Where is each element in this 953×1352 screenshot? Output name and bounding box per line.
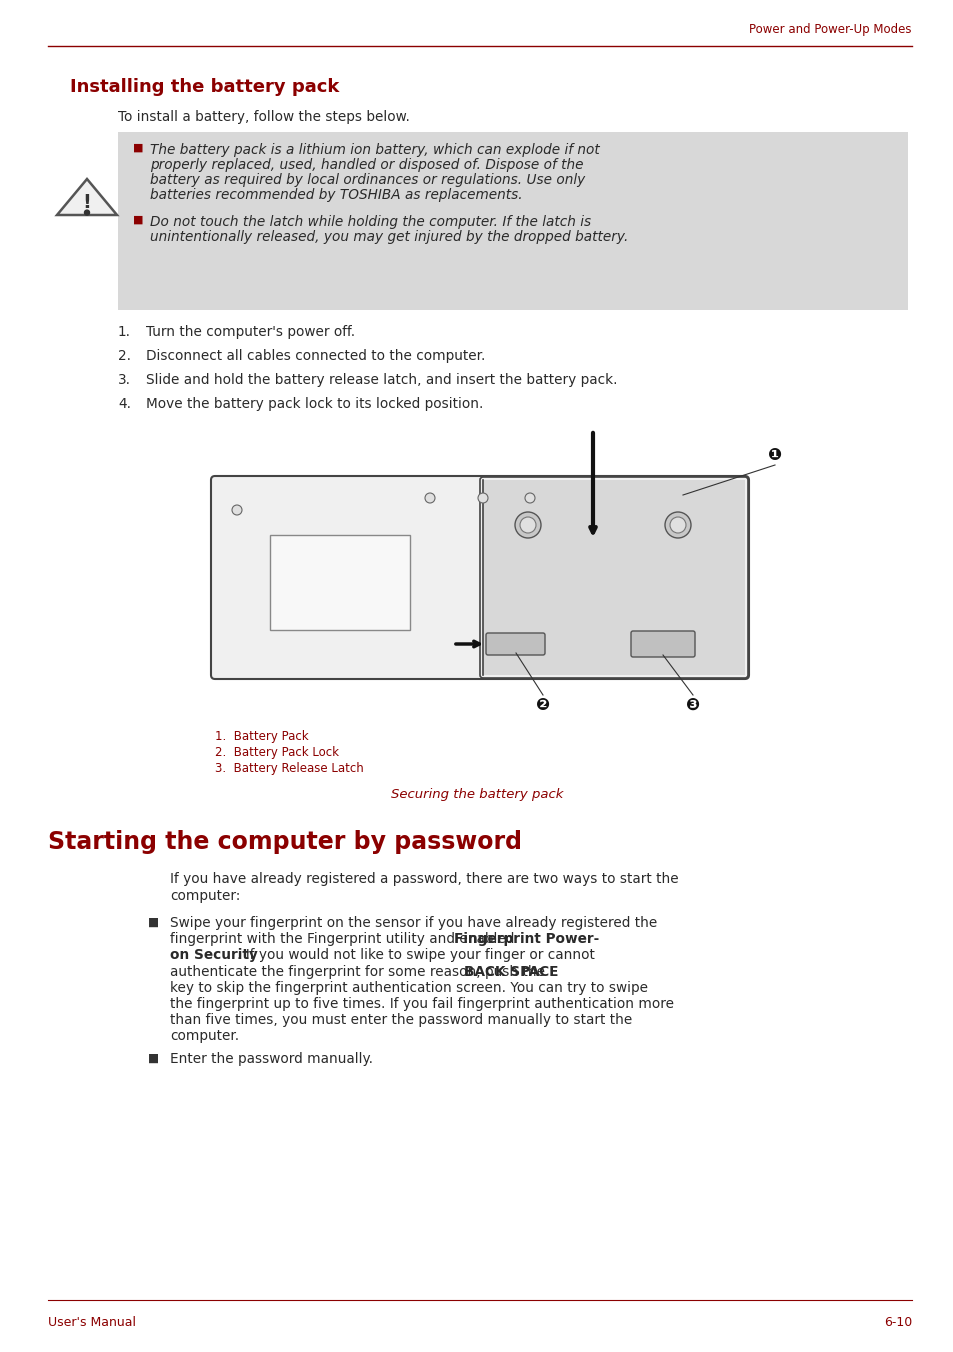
Text: unintentionally released, you may get injured by the dropped battery.: unintentionally released, you may get in… [150,230,628,243]
Text: on Security: on Security [170,948,257,963]
Text: Installing the battery pack: Installing the battery pack [70,78,339,96]
Text: ■: ■ [132,215,143,224]
Text: 1.  Battery Pack: 1. Battery Pack [214,730,309,744]
Text: Move the battery pack lock to its locked position.: Move the battery pack lock to its locked… [146,397,483,411]
Text: 6-10: 6-10 [882,1315,911,1329]
Text: 2.: 2. [118,349,131,362]
Circle shape [85,210,90,215]
FancyBboxPatch shape [482,480,744,675]
Text: Swipe your fingerprint on the sensor if you have already registered the: Swipe your fingerprint on the sensor if … [170,917,657,930]
Text: properly replaced, used, handled or disposed of. Dispose of the: properly replaced, used, handled or disp… [150,158,583,172]
Circle shape [524,493,535,503]
Text: ❸: ❸ [685,696,700,714]
Text: BACK SPACE: BACK SPACE [464,964,558,979]
Text: 3.  Battery Release Latch: 3. Battery Release Latch [214,763,363,775]
Text: than five times, you must enter the password manually to start the: than five times, you must enter the pass… [170,1013,632,1028]
Circle shape [664,512,690,538]
Text: authenticate the fingerprint for some reason, push the: authenticate the fingerprint for some re… [170,964,549,979]
Circle shape [477,493,488,503]
Text: The battery pack is a lithium ion battery, which can explode if not: The battery pack is a lithium ion batter… [150,143,599,157]
Text: computer.: computer. [170,1029,239,1044]
Text: key to skip the fingerprint authentication screen. You can try to swipe: key to skip the fingerprint authenticati… [170,980,647,995]
Text: fingerprint with the Fingerprint utility and enabled: fingerprint with the Fingerprint utility… [170,932,518,946]
Circle shape [515,512,540,538]
Text: Slide and hold the battery release latch, and insert the battery pack.: Slide and hold the battery release latch… [146,373,617,387]
Text: Disconnect all cables connected to the computer.: Disconnect all cables connected to the c… [146,349,485,362]
Circle shape [519,516,536,533]
Text: 2.  Battery Pack Lock: 2. Battery Pack Lock [214,746,338,758]
Text: ■: ■ [148,917,159,929]
Polygon shape [57,178,117,215]
Text: To install a battery, follow the steps below.: To install a battery, follow the steps b… [118,110,410,124]
Circle shape [669,516,685,533]
Text: ■: ■ [132,143,143,153]
Text: Power and Power-Up Modes: Power and Power-Up Modes [749,23,911,37]
Text: Do not touch the latch while holding the computer. If the latch is: Do not touch the latch while holding the… [150,215,591,228]
FancyBboxPatch shape [485,633,544,654]
FancyBboxPatch shape [270,535,410,630]
Text: Turn the computer's power off.: Turn the computer's power off. [146,324,355,339]
Text: the fingerprint up to five times. If you fail fingerprint authentication more: the fingerprint up to five times. If you… [170,996,673,1011]
Circle shape [424,493,435,503]
Text: Enter the password manually.: Enter the password manually. [170,1052,373,1065]
Text: Securing the battery pack: Securing the battery pack [391,788,562,800]
Text: Fingerprint Power-: Fingerprint Power- [453,932,598,946]
Text: !: ! [83,193,91,212]
Text: ■: ■ [148,1052,159,1064]
Text: . If you would not like to swipe your finger or cannot: . If you would not like to swipe your fi… [237,948,595,963]
Text: battery as required by local ordinances or regulations. Use only: battery as required by local ordinances … [150,173,584,187]
Text: Starting the computer by password: Starting the computer by password [48,830,521,854]
FancyBboxPatch shape [118,132,907,310]
Text: computer:: computer: [170,890,240,903]
Text: batteries recommended by TOSHIBA as replacements.: batteries recommended by TOSHIBA as repl… [150,188,522,201]
FancyBboxPatch shape [630,631,695,657]
Text: 3.: 3. [118,373,131,387]
Text: ❶: ❶ [767,446,781,464]
Text: 4.: 4. [118,397,131,411]
Circle shape [232,506,242,515]
FancyBboxPatch shape [211,476,748,679]
Text: User's Manual: User's Manual [48,1315,136,1329]
Text: ❷: ❷ [536,696,550,714]
Text: If you have already registered a password, there are two ways to start the: If you have already registered a passwor… [170,872,678,886]
Text: 1.: 1. [118,324,131,339]
